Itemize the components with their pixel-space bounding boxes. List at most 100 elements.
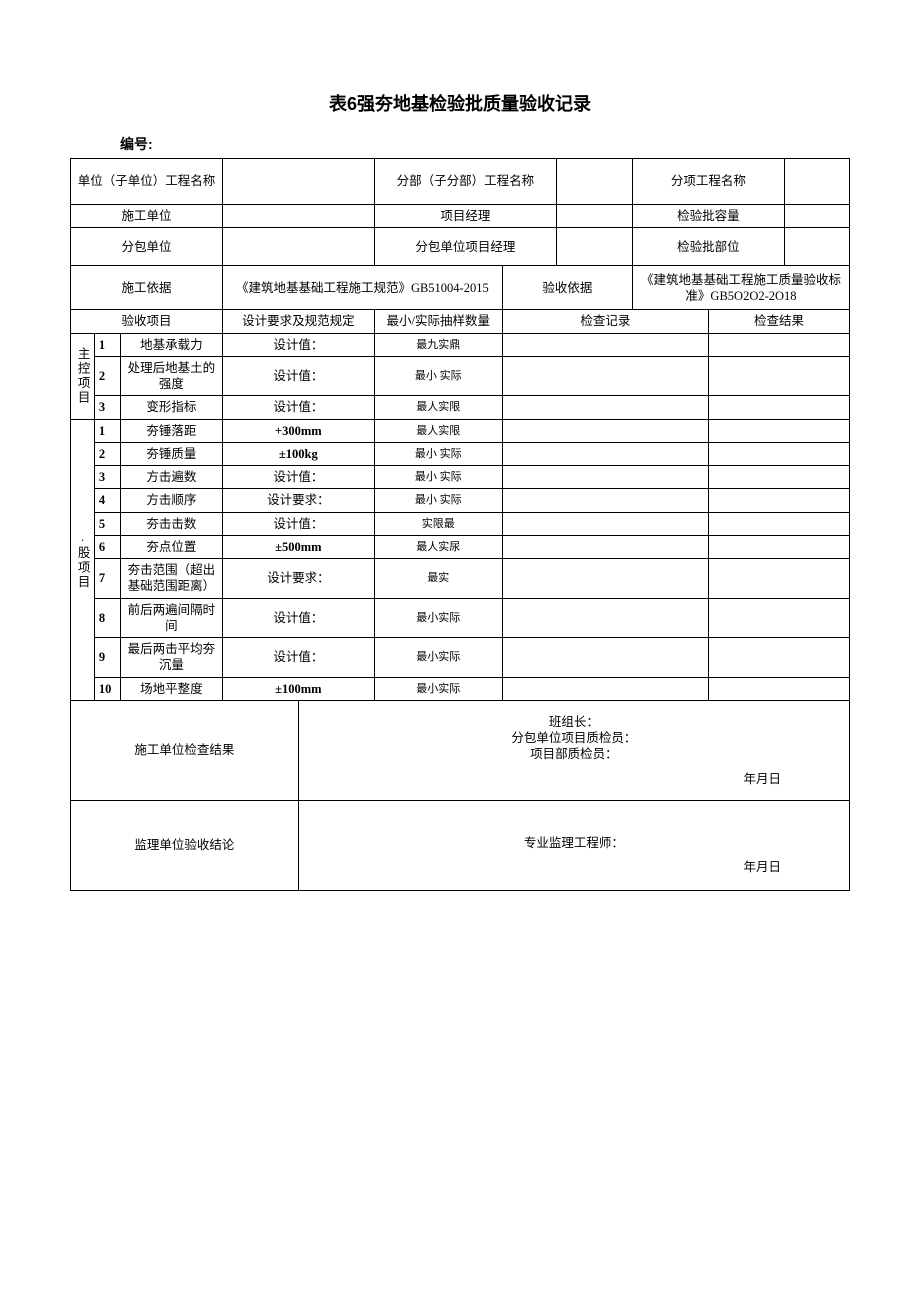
val-subcontract-unit xyxy=(222,228,374,266)
val-subcontract-pm xyxy=(557,228,633,266)
main-sample-1: 最九实鼎 xyxy=(374,333,502,356)
gen-rec-9 xyxy=(502,638,708,678)
gen-req-8: 设计值： xyxy=(222,598,374,638)
project-qc-label: 项目部质检员： xyxy=(307,746,841,762)
val-unit-project xyxy=(222,159,374,205)
label-supervision-result: 监理单位验收结论 xyxy=(71,800,299,890)
doc-title: 表6强夯地基检验批质量验收记录 xyxy=(70,90,850,116)
gen-sample-3: 最小 实际 xyxy=(374,466,502,489)
gen-req-9: 设计值： xyxy=(222,638,374,678)
gen-req-2: ±100kg xyxy=(222,442,374,465)
val-item-project xyxy=(784,159,849,205)
gen-name-9: 最后两击平均夯沉量 xyxy=(120,638,222,678)
gen-res-6 xyxy=(708,535,849,558)
gen-row-2: 2 夯锤质量 ±100kg 最小 实际 xyxy=(71,442,850,465)
gen-sample-2: 最小 实际 xyxy=(374,442,502,465)
gen-no-7: 7 xyxy=(94,559,120,599)
gen-res-3 xyxy=(708,466,849,489)
gen-no-6: 6 xyxy=(94,535,120,558)
main-row-2: 2 处理后地基土的强度 设计值： 最小 实际 xyxy=(71,356,850,396)
main-rec-2 xyxy=(502,356,708,396)
header-row-2: 施工单位 项目经理 检验批容量 xyxy=(71,205,850,228)
main-table: 单位（子单位）工程名称 分部（子分部）工程名称 分项工程名称 施工单位 项目经理… xyxy=(70,158,850,891)
gen-sample-7: 最实 xyxy=(374,559,502,599)
gen-req-6: ±500mm xyxy=(222,535,374,558)
col-sample-qty: 最小/实际抽样数量 xyxy=(374,310,502,333)
sub-qc-label: 分包单位项目质检员： xyxy=(307,730,841,746)
serial-label: 编号: xyxy=(120,134,850,154)
label-batch-location: 检验批部位 xyxy=(632,228,784,266)
label-acceptance-basis: 验收依据 xyxy=(502,266,632,310)
val-sub-project xyxy=(557,159,633,205)
main-sample-3: 最人实限 xyxy=(374,396,502,419)
gen-name-3: 方击遍数 xyxy=(120,466,222,489)
supervision-engineer-label: 专业监理工程师： xyxy=(307,835,841,851)
main-req-2: 设计值： xyxy=(222,356,374,396)
gen-no-4: 4 xyxy=(94,489,120,512)
gen-no-9: 9 xyxy=(94,638,120,678)
val-construction-basis: 《建筑地基基础工程施工规范》GB51004-2015 xyxy=(222,266,502,310)
gen-row-6: 6 夯点位置 ±500mm 最人实尿 xyxy=(71,535,850,558)
main-rec-3 xyxy=(502,396,708,419)
main-row-3: 3 变形指标 设计值： 最人实限 xyxy=(71,396,850,419)
gen-row-4: 4 方击顺序 设计要求： 最小 实际 xyxy=(71,489,850,512)
gen-no-10: 10 xyxy=(94,677,120,700)
gen-row-1: .股项目 1 夯锤落距 +300mm 最人实限 xyxy=(71,419,850,442)
gen-name-7: 夯击范围（超出基础范围距离） xyxy=(120,559,222,599)
col-header-row: 验收项目 设计要求及规范规定 最小/实际抽样数量 检查记录 检查结果 xyxy=(71,310,850,333)
label-batch-capacity: 检验批容量 xyxy=(632,205,784,228)
gen-req-5: 设计值： xyxy=(222,512,374,535)
gen-req-10: ±100mm xyxy=(222,677,374,700)
gen-req-3: 设计值： xyxy=(222,466,374,489)
gen-no-2: 2 xyxy=(94,442,120,465)
gen-rec-10 xyxy=(502,677,708,700)
gen-sample-9: 最小实际 xyxy=(374,638,502,678)
gen-name-6: 夯点位置 xyxy=(120,535,222,558)
label-project-manager: 项目经理 xyxy=(374,205,556,228)
gen-res-9 xyxy=(708,638,849,678)
gen-rec-1 xyxy=(502,419,708,442)
gen-rec-4 xyxy=(502,489,708,512)
gen-no-8: 8 xyxy=(94,598,120,638)
gen-rec-6 xyxy=(502,535,708,558)
col-design-req: 设计要求及规范规定 xyxy=(222,310,374,333)
main-sample-2: 最小 实际 xyxy=(374,356,502,396)
supervision-date: 年月日 xyxy=(307,859,841,875)
label-construction-unit: 施工单位 xyxy=(71,205,223,228)
label-unit-project: 单位（子单位）工程名称 xyxy=(71,159,223,205)
gen-sample-5: 实限最 xyxy=(374,512,502,535)
gen-sample-10: 最小实际 xyxy=(374,677,502,700)
gen-no-3: 3 xyxy=(94,466,120,489)
main-res-3 xyxy=(708,396,849,419)
gen-row-9: 9 最后两击平均夯沉量 设计值： 最小实际 xyxy=(71,638,850,678)
col-inspection-record: 检查记录 xyxy=(502,310,708,333)
gen-name-5: 夯击击数 xyxy=(120,512,222,535)
gen-row-10: 10 场地平整度 ±100mm 最小实际 xyxy=(71,677,850,700)
gen-sample-4: 最小 实际 xyxy=(374,489,502,512)
gen-rec-7 xyxy=(502,559,708,599)
team-leader-label: 班组长： xyxy=(307,714,841,730)
gen-sample-6: 最人实尿 xyxy=(374,535,502,558)
gen-rec-2 xyxy=(502,442,708,465)
gen-rec-3 xyxy=(502,466,708,489)
section-main: 主控项目 xyxy=(71,333,95,419)
gen-row-7: 7 夯击范围（超出基础范围距离） 设计要求： 最实 xyxy=(71,559,850,599)
main-name-2: 处理后地基土的强度 xyxy=(120,356,222,396)
gen-req-7: 设计要求： xyxy=(222,559,374,599)
footer-row-1: 施工单位检查结果 班组长： 分包单位项目质检员： 项目部质检员： 年月日 xyxy=(71,700,850,800)
gen-name-2: 夯锤质量 xyxy=(120,442,222,465)
col-acceptance-item: 验收项目 xyxy=(71,310,223,333)
gen-rec-5 xyxy=(502,512,708,535)
gen-res-5 xyxy=(708,512,849,535)
label-subcontract-unit: 分包单位 xyxy=(71,228,223,266)
label-item-project: 分项工程名称 xyxy=(632,159,784,205)
gen-name-4: 方击顺序 xyxy=(120,489,222,512)
gen-req-1: +300mm xyxy=(222,419,374,442)
gen-res-8 xyxy=(708,598,849,638)
gen-row-3: 3 方击遍数 设计值： 最小 实际 xyxy=(71,466,850,489)
main-no-1: 1 xyxy=(94,333,120,356)
gen-sample-1: 最人实限 xyxy=(374,419,502,442)
header-row-3: 分包单位 分包单位项目经理 检验批部位 xyxy=(71,228,850,266)
gen-no-5: 5 xyxy=(94,512,120,535)
gen-res-1 xyxy=(708,419,849,442)
